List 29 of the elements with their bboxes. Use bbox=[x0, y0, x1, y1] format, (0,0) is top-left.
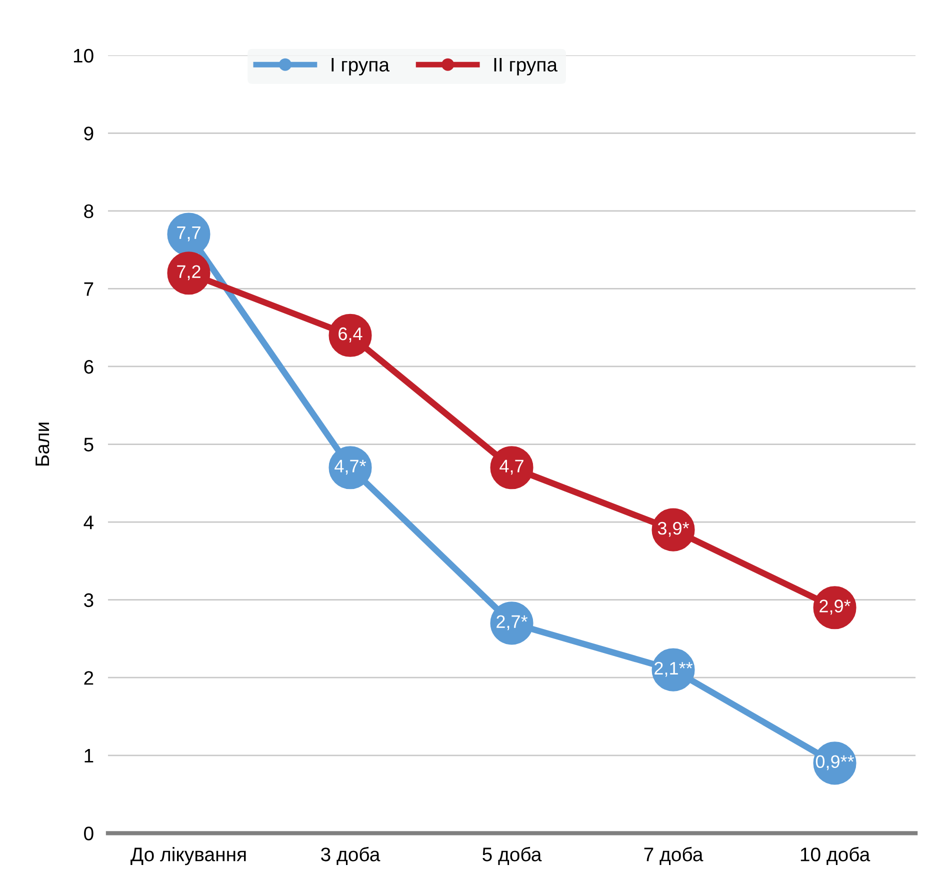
y-tick-label: 8 bbox=[84, 204, 94, 218]
y-tick-label: 10 bbox=[74, 48, 94, 63]
y-tick-label: 3 bbox=[84, 593, 94, 608]
data-label: 0,9** bbox=[816, 755, 854, 770]
y-tick-label: 1 bbox=[84, 749, 94, 762]
x-tick-label: 3 доба bbox=[321, 846, 380, 866]
x-tick-label: 5 доба bbox=[482, 846, 542, 866]
y-tick-label: 6 bbox=[84, 360, 94, 374]
data-label: 2,7* bbox=[496, 615, 528, 630]
y-axis-title: Бали bbox=[36, 422, 50, 466]
data-label: 6,4 bbox=[338, 327, 362, 342]
x-tick-label: До лікування bbox=[130, 847, 246, 866]
y-tick-label: 0 bbox=[84, 826, 94, 840]
data-label: 7,7 bbox=[177, 226, 200, 242]
x-tick-label: 7 доба bbox=[644, 846, 704, 866]
data-label: 3,9* bbox=[658, 522, 690, 537]
data-label: 4,7 bbox=[500, 460, 524, 475]
y-tick-label: 4 bbox=[84, 516, 94, 530]
legend-label: I група bbox=[332, 58, 390, 76]
data-label: 2,9* bbox=[820, 600, 851, 615]
y-tick-label: 2 bbox=[84, 671, 94, 685]
data-label: 2,1** bbox=[654, 662, 693, 677]
y-tick-label: 5 bbox=[84, 438, 94, 452]
x-tick-label: 10 доба bbox=[800, 846, 870, 866]
y-tick-label: 7 bbox=[84, 282, 94, 296]
data-label: 7,2 bbox=[177, 265, 200, 280]
data-label: 4,7* bbox=[334, 460, 366, 475]
y-tick-label: 9 bbox=[84, 126, 94, 140]
legend-label: II група bbox=[494, 58, 558, 76]
